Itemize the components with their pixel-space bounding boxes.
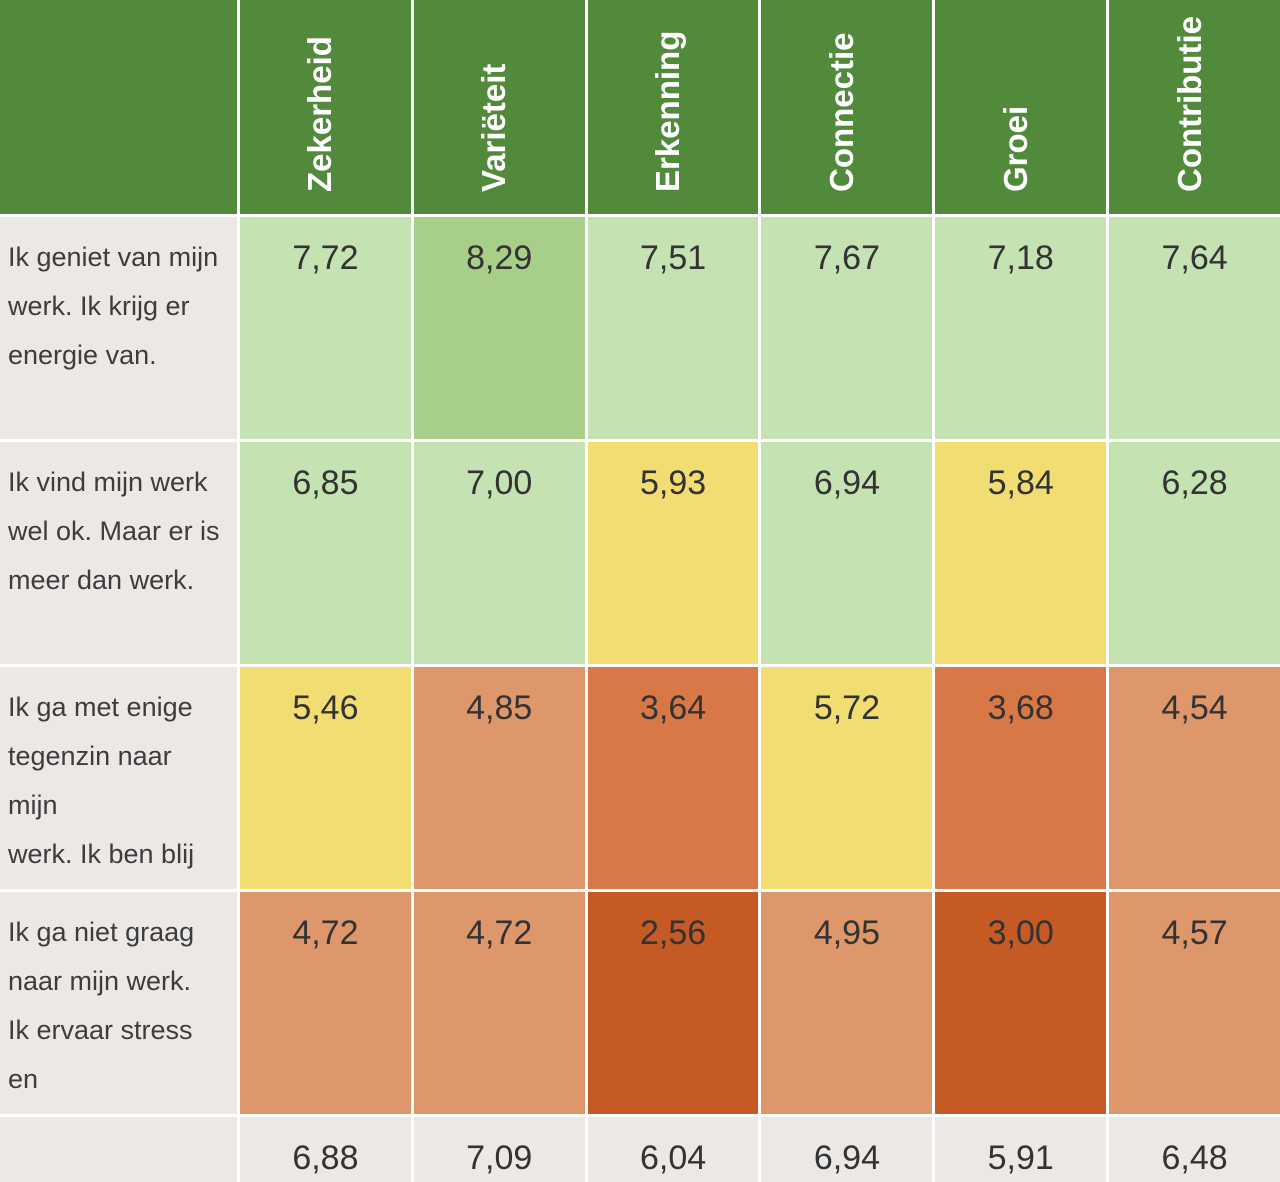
column-header-label: Contributie [1170, 16, 1208, 192]
heatmap-cell: 4,85 [413, 667, 585, 889]
heatmap-cell: 5,72 [761, 667, 933, 889]
row-label-line: Ik ervaar stress en [8, 1015, 193, 1094]
heatmap-cell: 3,00 [935, 892, 1107, 1114]
heatmap-cell: 4,72 [240, 892, 411, 1114]
column-header: Variëteit [413, 0, 585, 214]
heatmap-cell: 4,57 [1109, 892, 1280, 1114]
heatmap-cell: 5,46 [240, 667, 411, 889]
heatmap-cell: 3,68 [935, 667, 1107, 889]
column-header: Erkenning [587, 0, 759, 214]
heatmap-cell: 7,72 [240, 217, 411, 439]
column-header-label: Erkenning [649, 30, 687, 192]
heatmap-cell: 4,95 [761, 892, 933, 1114]
heatmap-cell: 7,18 [935, 217, 1107, 439]
row-label-line: tegenzin naar mijn [8, 741, 172, 820]
total-value: 6,94 [761, 1117, 933, 1182]
heatmap-cell: 4,72 [413, 892, 585, 1114]
column-header: Zekerheid [240, 0, 411, 214]
row-label-line: Ik geniet van mijn [8, 242, 219, 272]
column-header-label: Variëteit [475, 63, 513, 192]
heatmap-cell: 5,84 [935, 442, 1107, 664]
column-header-label: Groei [996, 105, 1034, 192]
total-value: 6,04 [587, 1117, 759, 1182]
column-header: Connectie [761, 0, 933, 214]
row-label-line: werk. Ik krijg er [8, 291, 190, 321]
heatmap-cell: 7,64 [1109, 217, 1280, 439]
heatmap-cell: 8,29 [413, 217, 585, 439]
row-label: Ik ga niet graag naar mijn werk. Ik ervaar… [0, 892, 237, 1114]
row-label-line: naar mijn werk. [8, 966, 192, 996]
total-value: 6,48 [1109, 1117, 1280, 1182]
total-value: 5,91 [935, 1117, 1107, 1182]
totals-label-cell [0, 1117, 237, 1182]
row-label-line: Ik ga met enige [8, 692, 193, 722]
column-header: Contributie [1109, 0, 1280, 214]
row-label-line: pieker er veel over. [8, 1104, 227, 1114]
heatmap-cell: 7,00 [413, 442, 585, 664]
total-value: 6,88 [240, 1117, 411, 1182]
header-corner [0, 0, 237, 214]
column-header-label: Zekerheid [301, 36, 339, 192]
heatmap-cell: 5,93 [587, 442, 759, 664]
heatmap-cell: 7,51 [587, 217, 759, 439]
row-label-line: Ik vind mijn werk [8, 467, 208, 497]
heatmap-cell: 6,94 [761, 442, 933, 664]
heatmap-cell: 4,54 [1109, 667, 1280, 889]
column-header: Groei [935, 0, 1107, 214]
row-label: Ik ga met enige tegenzin naar mijn werk. I… [0, 667, 237, 889]
heatmap-cell: 6,28 [1109, 442, 1280, 664]
heatmap-cell: 2,56 [587, 892, 759, 1114]
row-label: Ik geniet van mijn werk. Ik krijg er energ… [0, 217, 237, 439]
column-header-label: Connectie [822, 32, 860, 192]
row-label: Ik vind mijn werk wel ok. Maar er is meer … [0, 442, 237, 664]
row-label-line: wel ok. Maar er is [8, 516, 220, 546]
heatmap-cell: 6,85 [240, 442, 411, 664]
heatmap-cell: 7,67 [761, 217, 933, 439]
row-label-line: meer dan werk. [8, 565, 195, 595]
heatmap-cell: 3,64 [587, 667, 759, 889]
row-label-line: werk. Ik ben blij als [8, 839, 195, 889]
row-label-line: energie van. [8, 340, 157, 370]
total-value: 7,09 [413, 1117, 585, 1182]
row-label-line: Ik ga niet graag [8, 917, 195, 947]
